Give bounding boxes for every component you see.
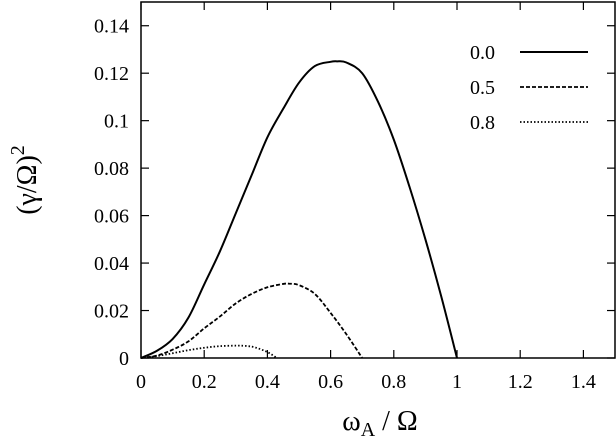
series-lines [140, 60, 458, 359]
y-axis-label: (γ/Ω)2 [7, 145, 43, 215]
x-tick-label: 1.2 [508, 371, 533, 393]
y-tick-label: 0.06 [94, 206, 129, 228]
x-tick-label: 0.2 [192, 371, 217, 393]
y-tick-label: 0.02 [94, 301, 129, 323]
x-tick-label: 1 [452, 371, 462, 393]
legend-label: 0.0 [470, 42, 495, 64]
y-tick-label: 0 [119, 348, 129, 370]
plot-area [140, 1, 616, 359]
series-line-0-5 [140, 282, 363, 359]
y-tick-label: 0.08 [94, 158, 129, 180]
y-tick-label: 0.14 [94, 16, 129, 38]
legend-label: 0.5 [470, 77, 495, 99]
y-tick-label: 0.12 [94, 63, 129, 85]
y-tick-label: 0.04 [94, 253, 129, 275]
plot-frame [140, 1, 616, 359]
legend: 0.0 0.5 0.8 [470, 42, 588, 134]
legend-label: 0.8 [470, 112, 495, 134]
x-tick-label: 0 [136, 371, 146, 393]
x-tick-label: 0.4 [255, 371, 280, 393]
x-tick-label: 0.6 [318, 371, 343, 393]
series-line-0-0 [140, 60, 458, 359]
x-axis-label: ωA / Ω [342, 406, 417, 439]
tick-labels: 0 0.2 0.4 0.6 0.8 1 1.2 1.4 0 0.02 0.04 0.06 0.08 0.1… [94, 16, 596, 393]
x-tick-label: 0.8 [381, 371, 406, 393]
y-tick-label: 0.1 [104, 111, 129, 133]
axis-ticks [140, 2, 615, 359]
x-tick-label: 1.4 [571, 371, 596, 393]
